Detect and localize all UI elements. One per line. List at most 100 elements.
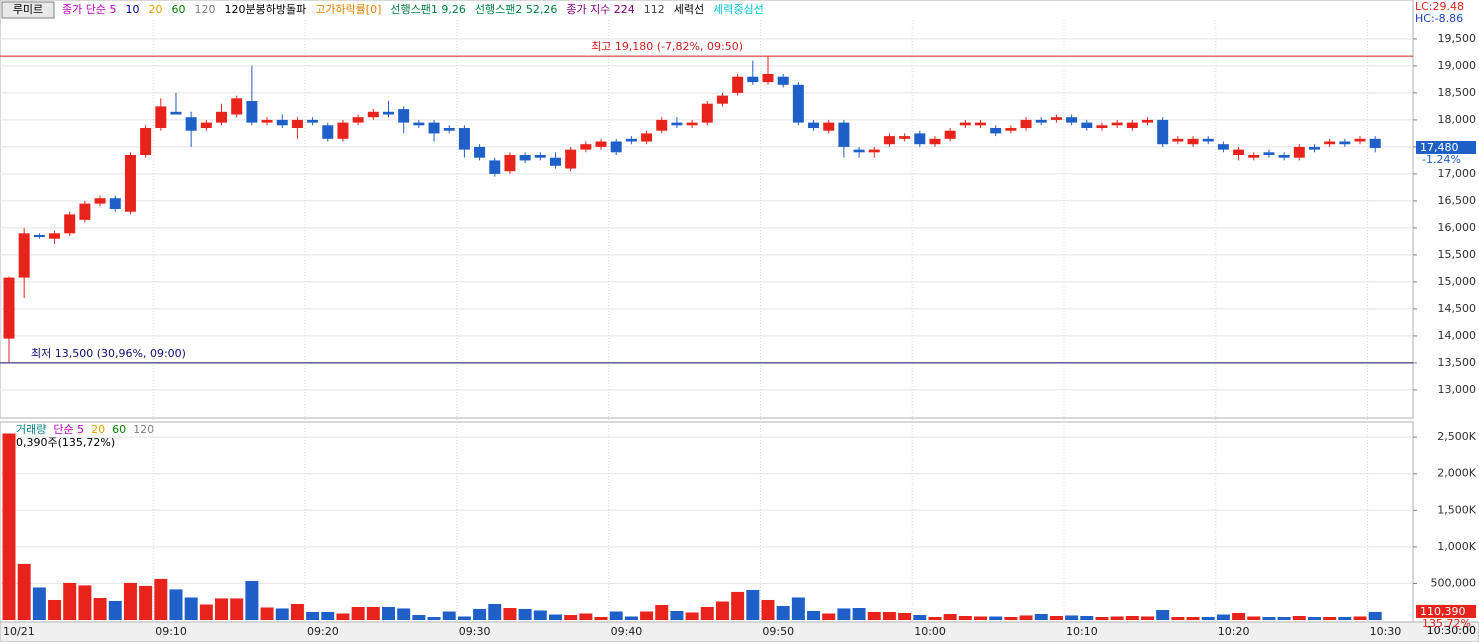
- candle-body: [33, 234, 45, 238]
- candle-body: [701, 103, 713, 123]
- candle-body: [1066, 117, 1078, 123]
- volume-bar: [93, 597, 107, 620]
- y-tick-label: 13,500: [1438, 356, 1477, 369]
- volume-bar: [1307, 617, 1321, 620]
- candle-body: [170, 111, 182, 115]
- volume-bar: [898, 612, 912, 620]
- y-tick-label: 2,500K: [1437, 430, 1476, 443]
- y-tick-label: 15,500: [1438, 248, 1477, 261]
- symbol: 루미르: [13, 3, 43, 16]
- candle-body: [944, 130, 956, 139]
- volume-bar: [867, 611, 881, 620]
- y-tick-label: 19,000: [1438, 59, 1477, 72]
- candle-body: [929, 138, 941, 145]
- candle-body: [1248, 155, 1260, 158]
- volume-bar: [624, 616, 638, 620]
- y-tick-label: 18,000: [1438, 113, 1477, 126]
- volume-bar: [48, 599, 62, 620]
- volume-bar: [290, 603, 304, 620]
- candle-body: [549, 157, 561, 166]
- candle-body: [322, 125, 334, 139]
- candle-body: [1263, 152, 1275, 156]
- candle-body: [580, 144, 592, 150]
- volume-bar: [2, 433, 16, 620]
- x-tick-label: 09:40: [611, 625, 643, 638]
- candle-body: [1202, 138, 1214, 142]
- candle-body: [1217, 144, 1229, 150]
- volume-legend-item: 60: [112, 423, 126, 436]
- volume-bar: [215, 598, 229, 620]
- candle-body: [291, 119, 303, 129]
- volume-bar: [1095, 617, 1109, 620]
- legend-item: 선행스팬1 9,26: [390, 3, 465, 16]
- x-tick-label: 09:30: [459, 625, 491, 638]
- volume-bar: [412, 615, 426, 620]
- candle-body: [64, 214, 76, 234]
- volume-bar: [761, 599, 775, 620]
- candle-body: [428, 122, 440, 134]
- volume-bar: [746, 589, 760, 620]
- y-tick-label: 14,500: [1438, 302, 1477, 315]
- candle-body: [565, 149, 577, 169]
- x-tick-label: 09:50: [762, 625, 794, 638]
- candle-body: [413, 122, 425, 126]
- volume-bar: [943, 614, 957, 620]
- candle-body: [959, 122, 971, 126]
- candle-body: [716, 95, 728, 104]
- volume-bar: [1125, 615, 1139, 620]
- candle-body: [899, 136, 911, 139]
- candle-body: [1050, 117, 1062, 120]
- symbol-box[interactable]: [1, 1, 55, 19]
- x-tick-label: 10:00: [914, 625, 946, 638]
- volume-bar: [1338, 617, 1352, 620]
- candle-body: [625, 138, 637, 142]
- candle-body: [1293, 146, 1305, 158]
- candle-body: [246, 101, 258, 123]
- volume-bar: [548, 614, 562, 620]
- candle-body: [747, 76, 759, 83]
- volume-legend-item: 120: [133, 423, 154, 436]
- x-tick-label: 09:20: [307, 625, 339, 638]
- candle-body: [489, 160, 501, 174]
- candle-body: [823, 122, 835, 131]
- volume-bar: [731, 591, 745, 620]
- candle-body: [307, 119, 319, 123]
- volume-bar: [382, 606, 395, 620]
- candle-body: [1096, 125, 1108, 129]
- volume-bar: [351, 606, 365, 620]
- volume-bar: [108, 600, 122, 620]
- candle-body: [504, 155, 516, 172]
- y-tick-label: 17,000: [1438, 167, 1477, 180]
- volume-bar: [822, 613, 836, 620]
- candle-body: [1324, 141, 1336, 145]
- legend-item: 종가 단순 5: [62, 3, 116, 16]
- candle-body: [610, 141, 622, 153]
- volume-bar: [245, 580, 259, 620]
- volume-bar: [882, 611, 896, 620]
- volume-bar: [78, 585, 92, 620]
- volume-bar: [442, 611, 456, 620]
- candle-body: [853, 149, 865, 153]
- candle-body: [109, 198, 121, 210]
- candle-body: [231, 98, 243, 115]
- candle-body: [49, 233, 61, 239]
- volume-bar: [1277, 617, 1291, 620]
- legend-item: 120: [194, 3, 215, 16]
- candle-body: [732, 76, 744, 93]
- candle-body: [261, 119, 273, 123]
- volume-bar: [1004, 617, 1018, 620]
- volume-bar: [488, 603, 502, 620]
- candle-body: [185, 117, 197, 131]
- y-tick-label: 14,000: [1438, 329, 1477, 342]
- volume-bar: [594, 617, 608, 620]
- high_line-label: 최고 19,180 (-7,82%, 09:50): [591, 40, 743, 53]
- volume-bar: [427, 617, 441, 620]
- candle-body: [656, 119, 668, 131]
- volume-bar: [1110, 616, 1124, 620]
- candle-body: [1126, 122, 1138, 129]
- volume-bar: [913, 615, 927, 620]
- candle-body: [124, 155, 136, 212]
- volume-bar: [609, 611, 623, 620]
- candle-body: [337, 122, 349, 139]
